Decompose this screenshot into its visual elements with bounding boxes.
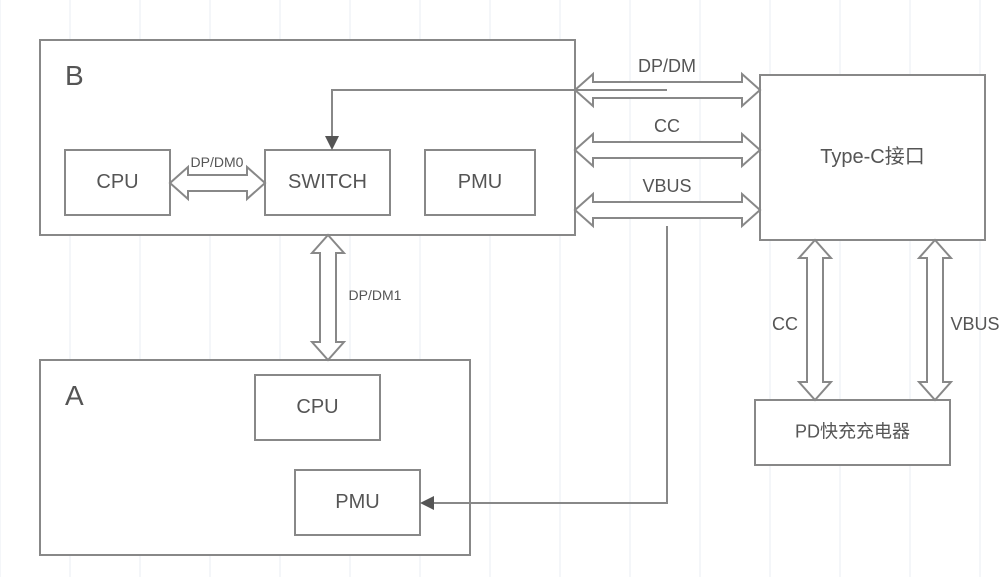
arrow-label: CC: [654, 116, 680, 136]
label: PD快充充电器: [795, 421, 910, 441]
arrow-label: DP/DM0: [191, 154, 244, 170]
arrow-label: CC: [772, 314, 798, 334]
label: Type-C接口: [820, 145, 924, 168]
label: A: [65, 380, 84, 411]
arrow-label: DP/DM1: [349, 287, 402, 303]
label: CPU: [96, 171, 138, 193]
arrow-label: DP/DM: [638, 56, 696, 76]
label: SWITCH: [288, 171, 367, 193]
label: CPU: [296, 396, 338, 418]
arrow-label: VBUS: [642, 176, 691, 196]
label: B: [65, 60, 84, 91]
diagram-canvas: B A CPU SWITCH PMU CPU PMU Type-C接口 PD快充充电器 DP/DM…: [0, 0, 1000, 577]
arrow-label: VBUS: [950, 314, 999, 334]
label: PMU: [458, 171, 502, 193]
label: PMU: [335, 491, 379, 513]
